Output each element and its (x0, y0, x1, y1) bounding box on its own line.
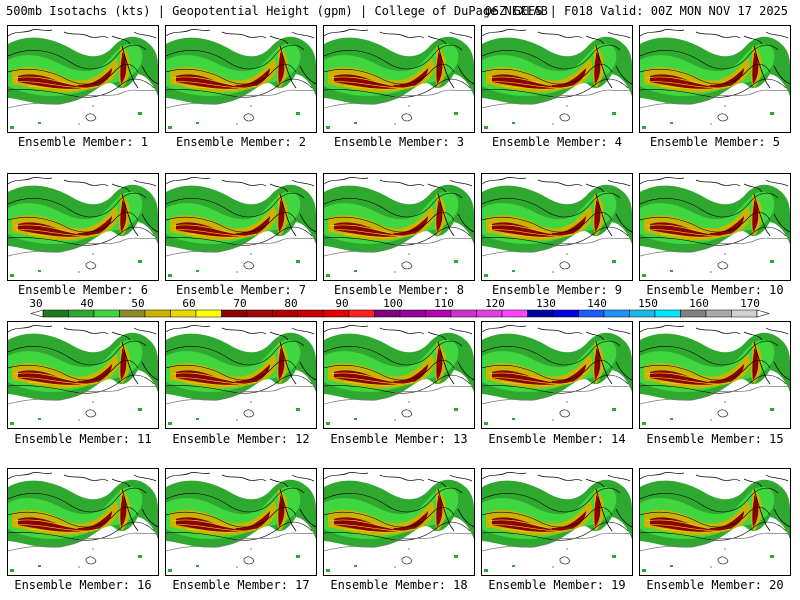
colorbar-cell (348, 309, 375, 318)
colorbar-cell (705, 309, 732, 318)
ensemble-member-map (639, 25, 791, 133)
colorbar-tick-label: 150 (638, 297, 658, 310)
colorbar-cell (680, 309, 707, 318)
ensemble-member-label: Ensemble Member: 6 (17, 283, 149, 297)
colorbar-cell (297, 309, 324, 318)
ensemble-member-label: Ensemble Member: 20 (646, 578, 784, 592)
colorbar-cell (476, 309, 503, 318)
colorbar-cell (93, 309, 120, 318)
ensemble-member-map (481, 321, 633, 429)
colorbar-left-arrow (29, 309, 44, 318)
wind-speed-colorbar: 30 40 50 60 70 80 90 100 110 120 130 140 150 160 170 (29, 297, 771, 318)
colorbar-tick-label: 110 (434, 297, 454, 310)
colorbar-right-arrow (756, 309, 771, 318)
colorbar-cell (629, 309, 656, 318)
colorbar-cell (374, 309, 401, 318)
ensemble-member-label: Ensemble Member: 2 (175, 135, 307, 149)
colorbar-cell (527, 309, 554, 318)
ensemble-member-map (481, 468, 633, 576)
ensemble-member-map (323, 173, 475, 281)
ensemble-member-label: Ensemble Member: 7 (175, 283, 307, 297)
ensemble-member-label: Ensemble Member: 10 (646, 283, 784, 297)
ensemble-member-label: Ensemble Member: 9 (491, 283, 623, 297)
ensemble-member-map (165, 468, 317, 576)
ensemble-member-label: Ensemble Member: 4 (491, 135, 623, 149)
ensemble-member-map (165, 321, 317, 429)
colorbar-cell (246, 309, 273, 318)
ensemble-member-map (639, 321, 791, 429)
ensemble-member-label: Ensemble Member: 17 (172, 578, 310, 592)
ensemble-member-label: Ensemble Member: 3 (333, 135, 465, 149)
colorbar-tick-label: 100 (383, 297, 403, 310)
ensemble-member-map (323, 25, 475, 133)
colorbar-cell (170, 309, 197, 318)
colorbar-cell (450, 309, 477, 318)
colorbar-cell (501, 309, 528, 318)
colorbar-cell (425, 309, 452, 318)
ensemble-member-map (323, 468, 475, 576)
colorbar-tick-label: 140 (587, 297, 607, 310)
ensemble-member-map (165, 173, 317, 281)
ensemble-member-label: Ensemble Member: 1 (17, 135, 149, 149)
ensemble-member-label: Ensemble Member: 14 (488, 432, 626, 446)
colorbar-cell (195, 309, 222, 318)
colorbar-cell (323, 309, 350, 318)
colorbar-tick-label: 160 (689, 297, 709, 310)
ensemble-member-map (323, 321, 475, 429)
colorbar-cell (731, 309, 758, 318)
colorbar-tick-label: 170 (740, 297, 760, 310)
ensemble-member-label: Ensemble Member: 11 (14, 432, 152, 446)
ensemble-member-map (165, 25, 317, 133)
colorbar-cell (272, 309, 299, 318)
ensemble-member-label: Ensemble Member: 15 (646, 432, 784, 446)
chart-title: 500mb Isotachs (kts) | Geopotential Heig… (6, 4, 548, 18)
colorbar-tick-label: 90 (335, 297, 348, 310)
colorbar-cell (68, 309, 95, 318)
ensemble-member-map (639, 468, 791, 576)
colorbar-cell (42, 309, 69, 318)
colorbar-cell (603, 309, 630, 318)
colorbar-cell (221, 309, 248, 318)
colorbar-tick-label: 40 (80, 297, 93, 310)
colorbar-cell (552, 309, 579, 318)
title-bar: 500mb Isotachs (kts) | Geopotential Heig… (0, 0, 800, 22)
colorbar-cell (119, 309, 146, 318)
ensemble-member-map (7, 25, 159, 133)
colorbar-cell (144, 309, 171, 318)
ensemble-member-label: Ensemble Member: 19 (488, 578, 626, 592)
colorbar-tick-label: 70 (233, 297, 246, 310)
ensemble-member-map (7, 321, 159, 429)
ensemble-member-map (7, 468, 159, 576)
ensemble-member-label: Ensemble Member: 8 (333, 283, 465, 297)
colorbar-cell (654, 309, 681, 318)
ensemble-member-label: Ensemble Member: 13 (330, 432, 468, 446)
colorbar-cell (578, 309, 605, 318)
model-run-info: 06Z GEFS | F018 Valid: 00Z MON NOV 17 20… (484, 4, 788, 18)
ensemble-member-label: Ensemble Member: 5 (649, 135, 781, 149)
colorbar-tick-label: 120 (485, 297, 505, 310)
colorbar-tick-label: 50 (131, 297, 144, 310)
colorbar-tick-label: 130 (536, 297, 556, 310)
ensemble-member-map (481, 25, 633, 133)
ensemble-member-map (7, 173, 159, 281)
ensemble-member-label: Ensemble Member: 18 (330, 578, 468, 592)
ensemble-member-label: Ensemble Member: 12 (172, 432, 310, 446)
ensemble-member-label: Ensemble Member: 16 (14, 578, 152, 592)
ensemble-member-map (639, 173, 791, 281)
ensemble-member-map (481, 173, 633, 281)
colorbar-cell (399, 309, 426, 318)
colorbar-tick-label: 60 (182, 297, 195, 310)
colorbar-tick-label: 30 (29, 297, 42, 310)
colorbar-tick-label: 80 (284, 297, 297, 310)
